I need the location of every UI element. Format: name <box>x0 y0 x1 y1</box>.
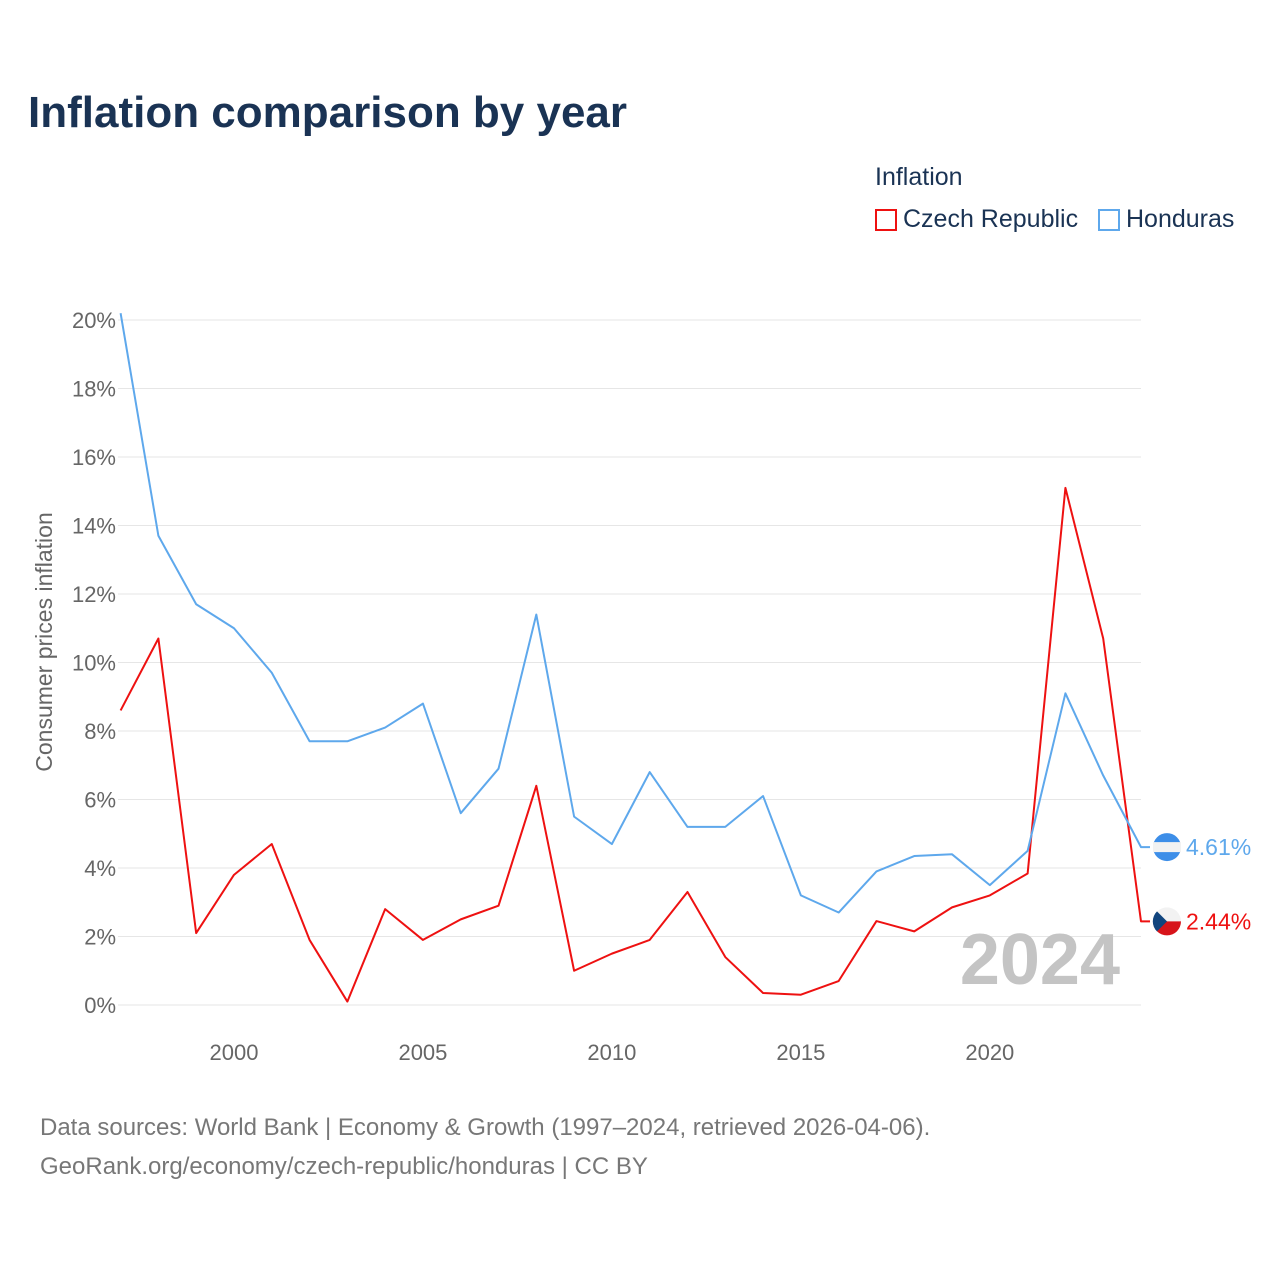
x-tick-label: 2005 <box>398 1040 447 1065</box>
end-value-label: 2.44% <box>1186 908 1251 934</box>
y-tick-label: 20% <box>72 308 116 333</box>
y-tick-label: 14% <box>72 514 116 539</box>
y-tick-label: 2% <box>84 925 116 950</box>
series-line-czech-republic <box>119 486 1150 1003</box>
x-tick-label: 2010 <box>587 1040 636 1065</box>
legend-item-honduras[interactable]: Honduras <box>1098 205 1234 234</box>
x-tick-label: 2000 <box>210 1040 259 1065</box>
flag-triangle <box>1152 911 1167 932</box>
x-tick-label: 2015 <box>776 1040 825 1065</box>
y-tick-label: 0% <box>84 993 116 1018</box>
y-axis-label: Consumer prices inflation <box>31 512 57 772</box>
year-watermark: 2024 <box>960 920 1120 1000</box>
legend-item-czech-republic[interactable]: Czech Republic <box>875 205 1078 234</box>
footer: Data sources: World Bank | Economy & Gro… <box>40 1108 930 1186</box>
series-line-honduras <box>119 312 1150 914</box>
y-tick-label: 12% <box>72 582 116 607</box>
y-tick-label: 10% <box>72 651 116 676</box>
y-tick-label: 4% <box>84 856 116 881</box>
y-tick-label: 8% <box>84 719 116 744</box>
data-source: Data sources: World Bank | Economy & Gro… <box>40 1114 931 1141</box>
y-tick-label: 6% <box>84 788 116 813</box>
attribution-link[interactable]: GeoRank.org/economy/czech-republic/hondu… <box>40 1153 648 1180</box>
x-tick-label: 2020 <box>965 1040 1014 1065</box>
y-tick-label: 18% <box>72 377 116 402</box>
honduras-flag-icon <box>1153 833 1181 862</box>
legend-label: Honduras <box>1126 205 1235 233</box>
czech-flag-icon <box>1152 907 1181 936</box>
end-value-label: 4.61% <box>1186 834 1251 860</box>
legend-title: Inflation <box>875 163 963 191</box>
flag-stripe <box>1153 842 1181 853</box>
legend-label: Czech Republic <box>903 205 1079 233</box>
y-tick-label: 16% <box>72 445 116 470</box>
chart-title: Inflation comparison by year <box>28 88 628 137</box>
legend-swatch <box>875 208 897 231</box>
legend-swatch <box>1098 208 1120 231</box>
